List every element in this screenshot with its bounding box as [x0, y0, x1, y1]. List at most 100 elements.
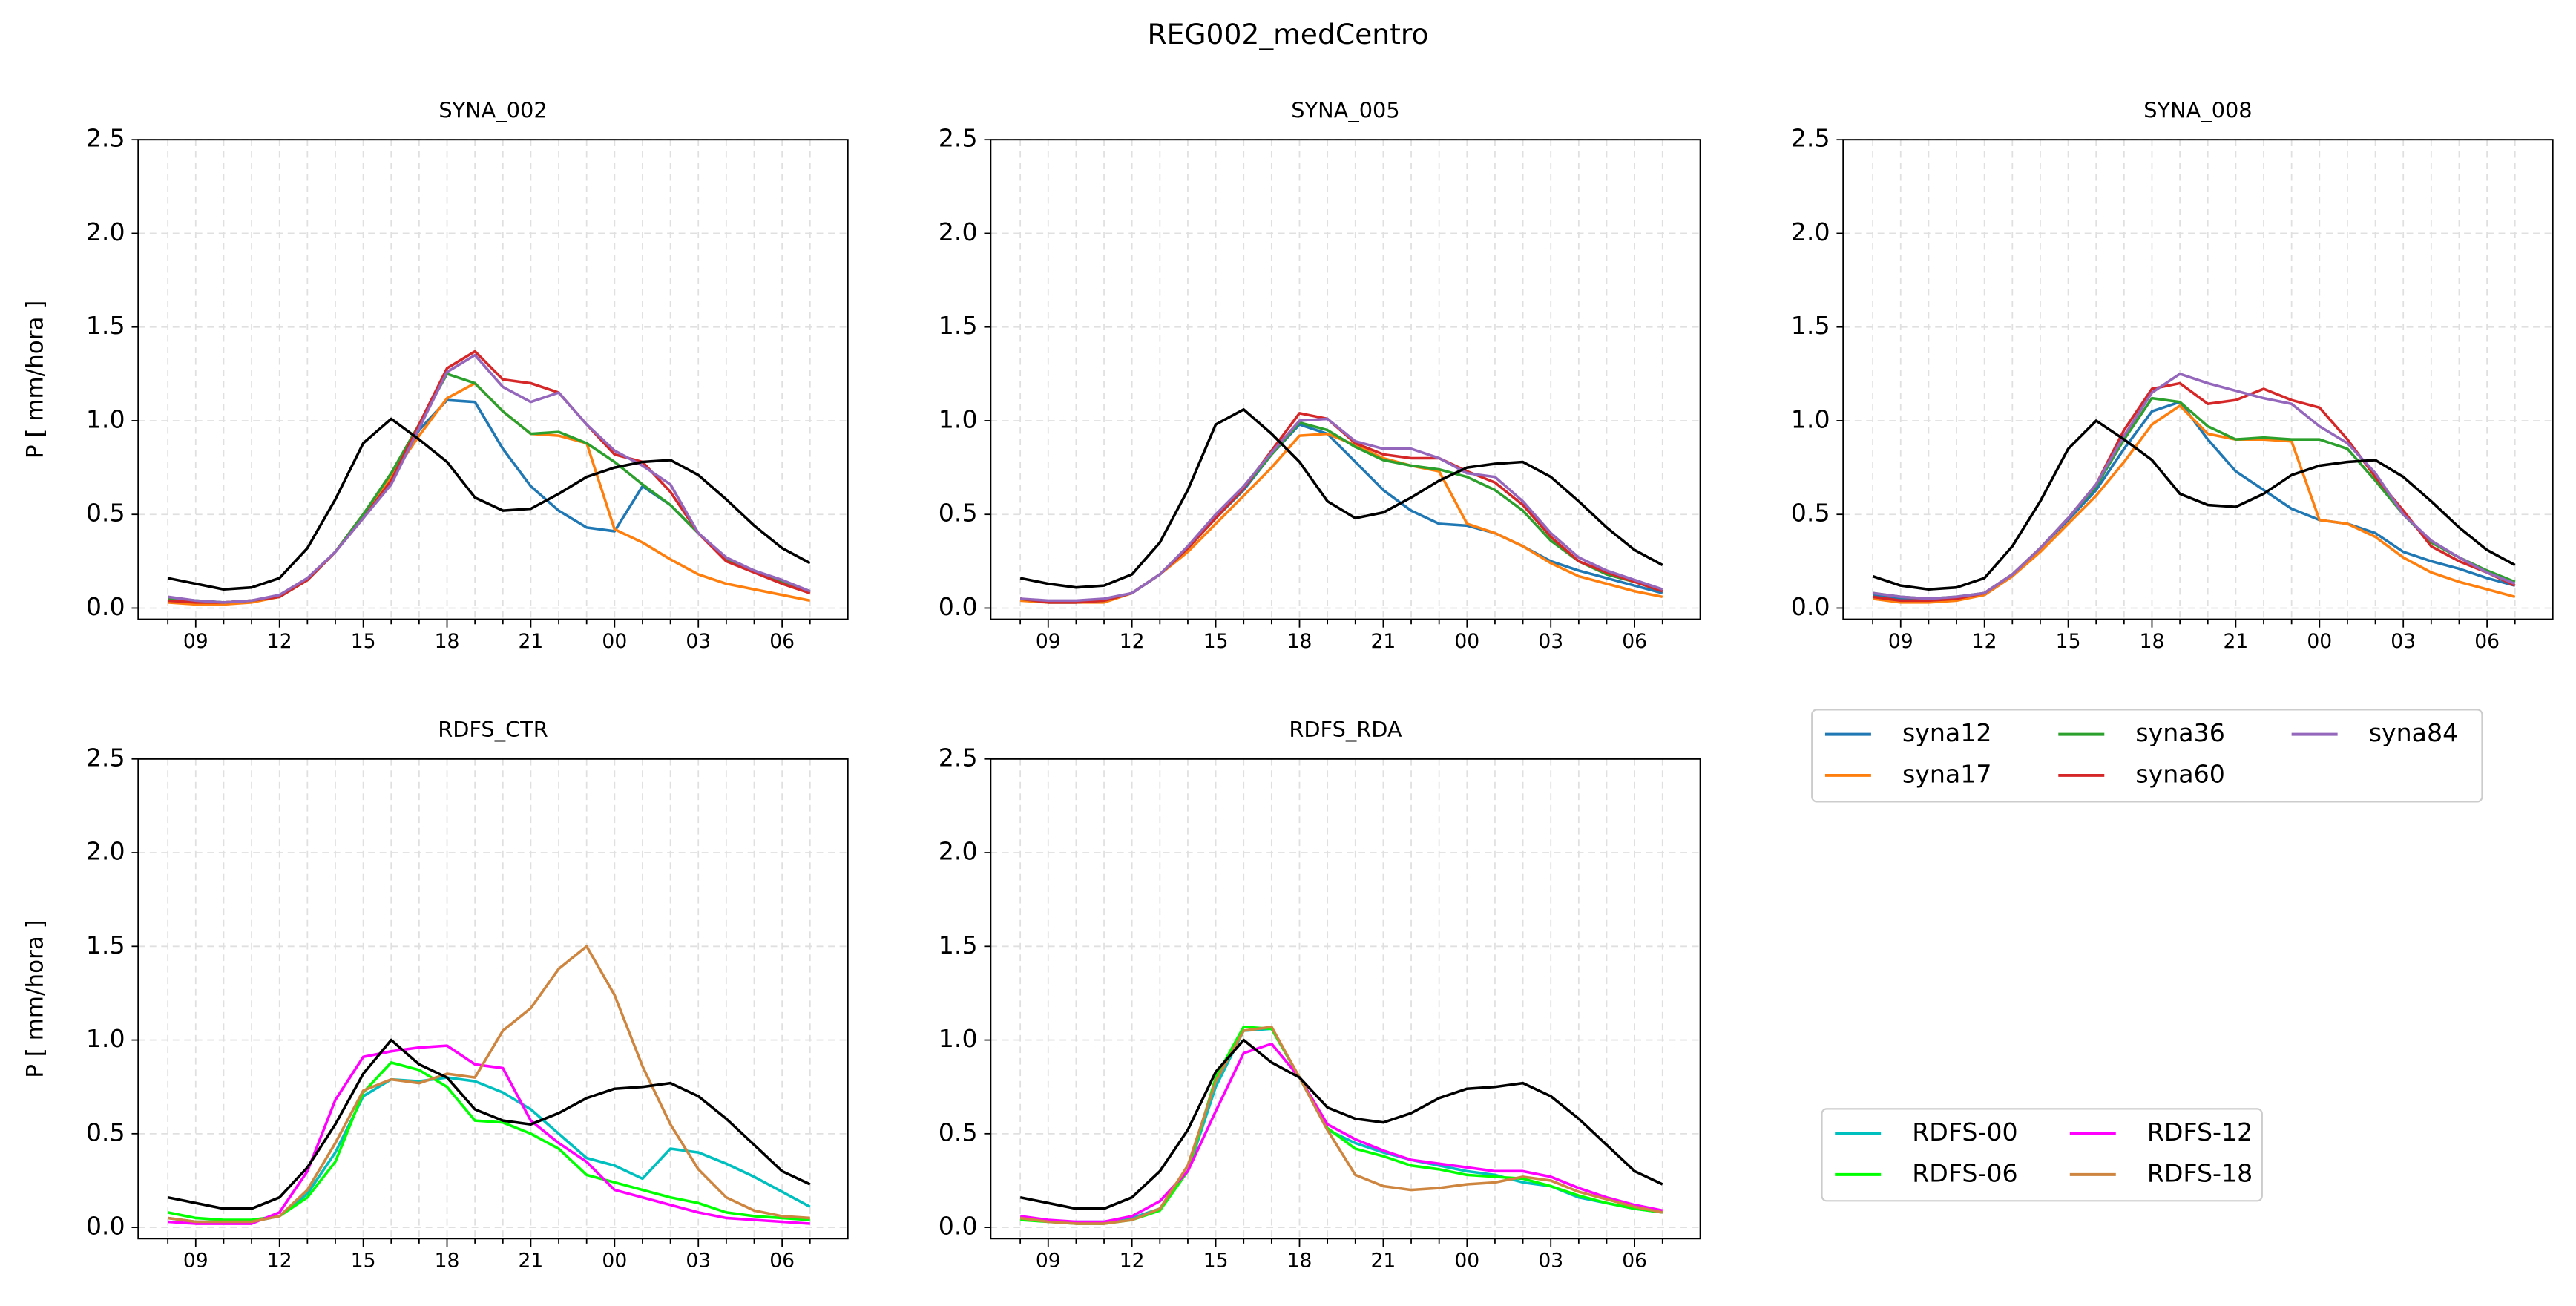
- series-line: [1019, 1026, 1663, 1225]
- x-tick-label: 09: [183, 630, 208, 653]
- x-tick-label: 09: [1036, 1250, 1061, 1273]
- x-tick-label: 03: [686, 630, 711, 653]
- subplot: SYNA_002 P [ mm/hora ] 09 12 15 18 21 00 03 06 0.0…: [22, 98, 849, 653]
- series-line: [1872, 373, 2516, 600]
- x-tick-label: 03: [2391, 630, 2416, 653]
- y-tick-label: 2.0: [86, 837, 125, 866]
- y-tick-label: 2.5: [939, 743, 978, 772]
- x-tick-label: 21: [519, 1250, 544, 1273]
- x-tick-label: 09: [1888, 630, 1913, 653]
- x-tick-label: 03: [1538, 1250, 1563, 1273]
- x-tick-label: 06: [1622, 630, 1647, 653]
- y-tick-label: 0.0: [1791, 592, 1830, 621]
- x-tick-label: 15: [351, 630, 376, 653]
- x-tick-label: 18: [435, 630, 460, 653]
- y-tick-label: 1.0: [86, 1024, 125, 1053]
- series-line: [167, 1038, 811, 1210]
- y-tick-label: 2.0: [939, 837, 978, 866]
- y-tick-label: 0.5: [939, 499, 978, 528]
- x-tick-label: 00: [1454, 630, 1479, 653]
- y-axis-label: P [ mm/hora ]: [22, 301, 49, 459]
- subplot-title: RDFS_CTR: [438, 717, 548, 742]
- x-tick-label: 15: [2056, 630, 2081, 653]
- y-tick-label: 0.0: [86, 1212, 125, 1241]
- y-tick-label: 1.0: [939, 404, 978, 433]
- y-tick-label: 0.5: [1791, 499, 1830, 528]
- legend: syna12 syna17 syna36 syna60 syna84: [1811, 709, 2483, 803]
- x-tick-label: 06: [769, 1250, 795, 1273]
- subplot-title: SYNA_008: [2143, 98, 2252, 123]
- x-tick-label: 21: [519, 630, 544, 653]
- axes-frame: [990, 758, 1701, 1240]
- x-tick-label: 21: [2223, 630, 2248, 653]
- y-tick-label: 2.5: [86, 124, 125, 153]
- y-tick-label: 2.5: [86, 743, 125, 772]
- x-tick-label: 03: [686, 1250, 711, 1273]
- subplot: RDFS_RDA 09 12 15 18 21 00 03 06 0.0 0.5 1.0 1.5 2.0 2…: [939, 717, 2263, 1273]
- y-tick-label: 1.5: [1791, 311, 1830, 340]
- legend-label: syna60: [2135, 759, 2225, 788]
- y-tick-label: 2.0: [1791, 217, 1830, 246]
- x-tick-label: 12: [267, 1250, 292, 1273]
- subplot: RDFS_CTR P [ mm/hora ] 09 12 15 18 21 00 03 06 0.0…: [22, 717, 849, 1273]
- y-tick-label: 1.0: [86, 404, 125, 433]
- legend-label: RDFS-00: [1912, 1118, 2017, 1146]
- legend-label: RDFS-06: [1912, 1158, 2017, 1187]
- y-tick-label: 0.0: [939, 1212, 978, 1241]
- x-tick-label: 00: [1454, 1250, 1479, 1273]
- x-tick-label: 18: [1287, 630, 1312, 653]
- series-line: [167, 353, 811, 604]
- y-tick-label: 0.5: [86, 1118, 125, 1146]
- x-tick-label: 15: [351, 1250, 376, 1273]
- y-tick-label: 2.5: [1791, 124, 1830, 153]
- x-tick-label: 18: [435, 1250, 460, 1273]
- x-tick-label: 03: [1538, 630, 1563, 653]
- x-tick-label: 00: [2307, 630, 2332, 653]
- x-tick-label: 09: [183, 1250, 208, 1273]
- series-line: [1019, 1042, 1663, 1224]
- series-line: [1020, 417, 1663, 603]
- figure-title: REG002_medCentro: [1147, 18, 1428, 50]
- y-tick-label: 0.5: [86, 499, 125, 528]
- x-tick-label: 12: [1120, 1250, 1145, 1273]
- legend-label: syna12: [1902, 718, 1992, 747]
- subplot-title: SYNA_005: [1291, 98, 1399, 123]
- x-tick-label: 06: [769, 630, 795, 653]
- subplot-title: RDFS_RDA: [1289, 717, 1402, 742]
- x-tick-label: 18: [1287, 1250, 1312, 1273]
- x-tick-label: 12: [1120, 630, 1145, 653]
- x-tick-label: 00: [602, 630, 627, 653]
- x-tick-label: 09: [1036, 630, 1061, 653]
- x-tick-label: 21: [1371, 1250, 1396, 1273]
- subplot-title: SYNA_002: [438, 98, 547, 123]
- y-tick-label: 2.5: [939, 124, 978, 153]
- series-line: [167, 417, 811, 591]
- y-tick-label: 1.0: [1791, 404, 1830, 433]
- series-line: [1872, 404, 2516, 604]
- legend-label: syna36: [2135, 718, 2225, 747]
- legend-label: syna17: [1902, 759, 1992, 788]
- x-tick-label: 06: [1622, 1250, 1647, 1273]
- legend-label: RDFS-12: [2147, 1118, 2253, 1146]
- x-tick-label: 00: [602, 1250, 627, 1273]
- y-tick-label: 1.5: [86, 931, 125, 959]
- legend-label: RDFS-18: [2147, 1158, 2253, 1187]
- y-tick-label: 0.0: [939, 592, 978, 621]
- y-tick-label: 1.5: [939, 311, 978, 340]
- y-tick-label: 0.0: [86, 592, 125, 621]
- series-line: [1872, 419, 2516, 591]
- y-tick-label: 2.0: [939, 217, 978, 246]
- series-line: [168, 1044, 810, 1225]
- legend-frame: [1811, 709, 2483, 803]
- x-tick-label: 12: [1972, 630, 1997, 653]
- x-tick-label: 15: [1203, 630, 1229, 653]
- subplot: SYNA_008 09 12 15 18 21 00 03 06 0.0 0.5 1.0 1.5 2.0 2…: [1791, 98, 2554, 803]
- y-tick-label: 2.0: [86, 217, 125, 246]
- x-tick-label: 06: [2474, 630, 2500, 653]
- y-tick-label: 1.0: [939, 1024, 978, 1053]
- axes-frame: [1842, 139, 2554, 620]
- subplot: SYNA_005 09 12 15 18 21 00 03 06 0.0 0.5 1.0 1.5 2.0 2…: [939, 98, 1701, 653]
- x-tick-label: 15: [1203, 1250, 1229, 1273]
